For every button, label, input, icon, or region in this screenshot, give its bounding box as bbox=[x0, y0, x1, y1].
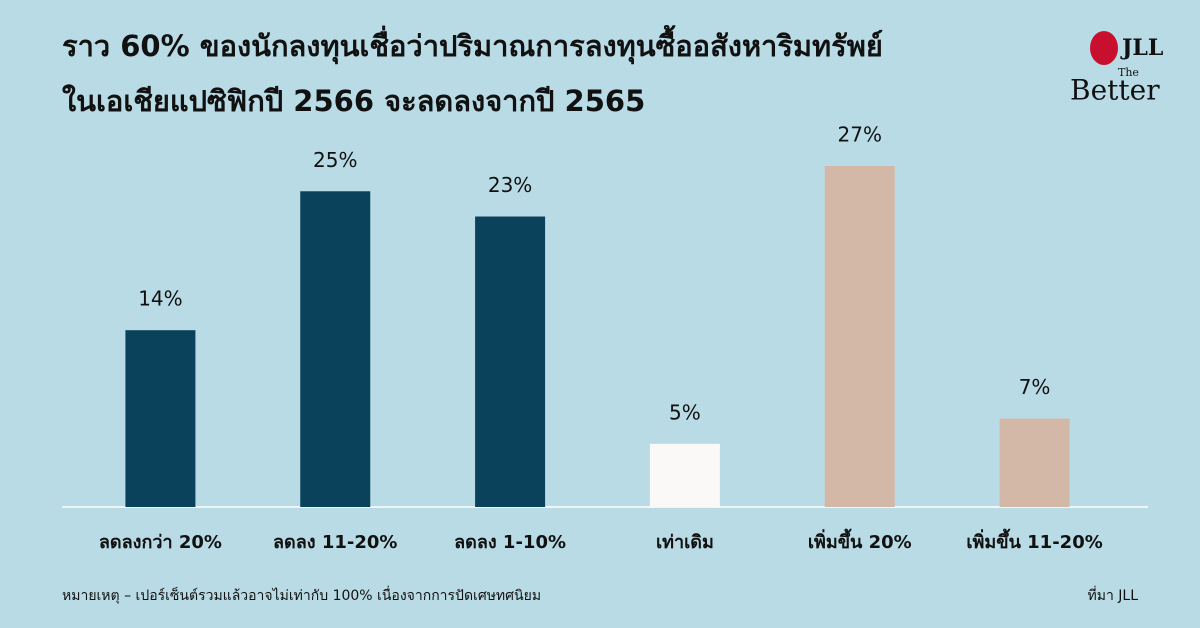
bar bbox=[300, 191, 371, 507]
x-tick-label: ลดลงกว่า 20% bbox=[99, 532, 222, 553]
x-tick-label: เพิ่มขึ้น 11-20% bbox=[966, 528, 1102, 553]
footnote: หมายเหตุ – เปอร์เซ็นต์รวมแล้วอาจไม่เท่าก… bbox=[62, 586, 541, 604]
x-tick-label: เท่าเดิม bbox=[656, 532, 714, 553]
chart-title: ราว 60% ของนักลงทุนเชื่อว่าปริมาณการลงทุ… bbox=[62, 24, 883, 64]
value-label: 14% bbox=[138, 287, 182, 311]
x-tick-label: ลดลง 11-20% bbox=[273, 532, 397, 553]
bar bbox=[999, 418, 1070, 507]
bar bbox=[649, 443, 720, 507]
logo-tagline: Better bbox=[1070, 74, 1160, 107]
value-label: 7% bbox=[1019, 375, 1051, 399]
logo-mark bbox=[1090, 31, 1118, 65]
x-tick-label: เพิ่มขึ้น 20% bbox=[808, 528, 912, 553]
value-label: 5% bbox=[669, 400, 701, 424]
bar bbox=[125, 330, 196, 507]
logo-brand: JLL bbox=[1120, 35, 1163, 61]
value-label: 27% bbox=[838, 123, 882, 147]
bar bbox=[824, 166, 895, 507]
value-label: 25% bbox=[313, 148, 357, 172]
x-tick-label: ลดลง 1-10% bbox=[454, 532, 566, 553]
chart-title: ในเอเชียแปซิฟิกปี 2566 จะลดลงจากปี 2565 bbox=[62, 84, 645, 118]
logo-tagline: The bbox=[1118, 66, 1139, 79]
bar bbox=[475, 216, 546, 507]
source: ที่มา JLL bbox=[1088, 586, 1139, 604]
value-label: 23% bbox=[488, 173, 532, 197]
logo: JLL The Better bbox=[1070, 31, 1163, 107]
